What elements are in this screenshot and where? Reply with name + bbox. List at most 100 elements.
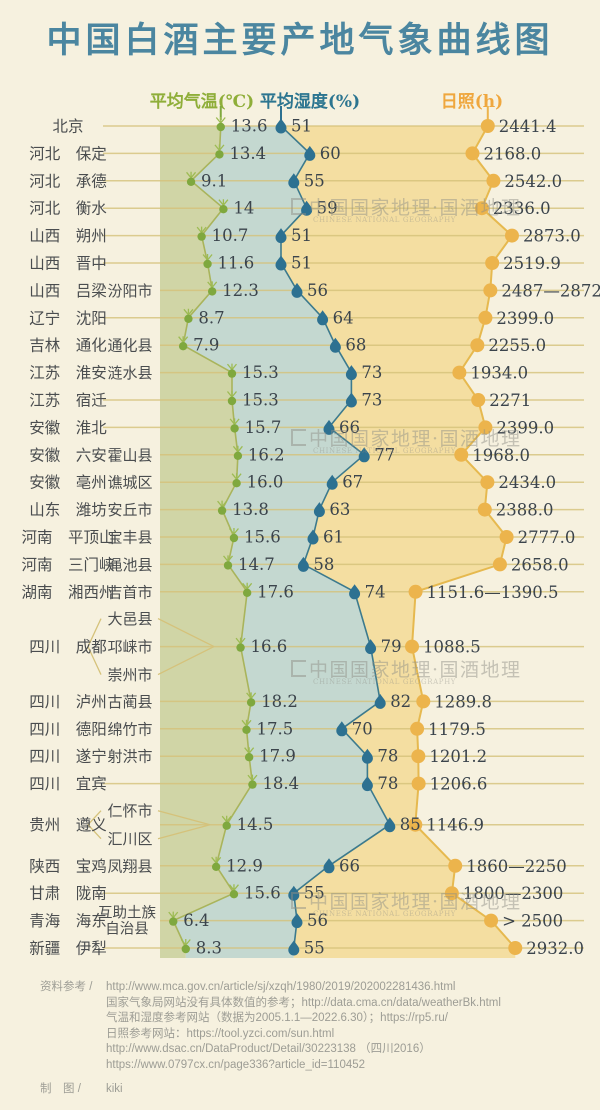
references-label: 资料参考 /	[40, 981, 93, 993]
watermark-subtext: CHINESE NATIONAL GEOGRAPHY	[313, 678, 457, 686]
humidity-point	[304, 145, 316, 161]
humidity-value: 74	[365, 582, 386, 601]
humidity-value: 70	[352, 719, 373, 738]
watermark-bracket-icon	[291, 660, 306, 677]
humidity-point	[323, 858, 335, 874]
humidity-value: 73	[361, 391, 382, 410]
sunshine-point	[448, 858, 463, 873]
sunshine-area	[281, 126, 516, 958]
sunshine-value: 1289.8	[434, 692, 492, 711]
sunshine-value: 1088.5	[423, 638, 481, 657]
sunshine-value: 2434.0	[498, 473, 556, 492]
watermark-bracket-icon	[291, 198, 306, 215]
county-label: 射洪市	[107, 748, 152, 766]
watermark: 中国国家地理·国酒地理 CHINESE NATIONAL GEOGRAPHY	[291, 887, 522, 918]
sunshine-value: 2388.0	[496, 501, 554, 520]
temperature-point	[244, 747, 255, 762]
sunshine-point	[444, 886, 459, 901]
county-bracket-line	[157, 646, 215, 676]
humidity-value: 56	[307, 911, 328, 930]
county-label: 互助土族	[98, 905, 156, 922]
reference-link: 国家气象局网站没有具体数值的参考；http://data.cma.cn/data…	[106, 996, 501, 1009]
sunshine-value: 1179.5	[428, 720, 486, 739]
temperature-point	[196, 226, 207, 241]
humidity-value: 66	[339, 418, 360, 437]
temperature-value: 6.4	[183, 911, 209, 930]
watermark-text: 中国国家地理·国酒地理	[309, 891, 522, 913]
legend-humidity-label: 平均湿度(%)	[259, 92, 361, 112]
row-label: 安徽 亳州	[29, 474, 107, 492]
temperature-value: 13.6	[231, 117, 268, 136]
county-bracket-line	[87, 618, 102, 647]
row-label: 四川 宜宾	[29, 775, 107, 793]
sunshine-value: 2519.9	[503, 254, 561, 273]
watermark: 中国国家地理·国酒地理 CHINESE NATIONAL GEOGRAPHY	[291, 193, 522, 224]
county-label: 安丘市	[107, 501, 152, 519]
humidity-value: 78	[377, 747, 398, 766]
sunshine-value: 2873.0	[523, 227, 581, 246]
county-label: 大邑县	[107, 610, 152, 628]
county-label: 渑池县	[107, 556, 152, 574]
county-label: 汇川区	[107, 830, 152, 848]
sunshine-point	[411, 776, 426, 791]
humidity-value: 55	[304, 939, 325, 958]
row-label: 四川 遂宁	[29, 748, 107, 766]
row-label: 辽宁 沈阳	[29, 309, 107, 327]
county-label: 霍山县	[107, 446, 152, 464]
sunshine-value: 1934.0	[470, 364, 528, 383]
row-label: 安徽 六安	[29, 446, 107, 464]
row-label: 河北 衡水	[29, 200, 107, 218]
temperature-point	[214, 144, 225, 159]
sunshine-point	[492, 557, 507, 572]
sunshine-point	[477, 502, 492, 517]
county-bracket-line	[157, 824, 211, 840]
reference-link: 日照参考网站：https://tool.yzci.com/sun.html	[106, 1027, 335, 1040]
temperature-value: 17.6	[257, 582, 294, 601]
temperature-value: 17.9	[259, 747, 296, 766]
watermark-subtext: CHINESE NATIONAL GEOGRAPHY	[313, 216, 457, 224]
legend-temperature-label: 平均气温(℃)	[149, 92, 255, 112]
county-label: 谯城区	[107, 474, 152, 492]
sunshine-point	[471, 393, 486, 407]
humidity-point	[361, 748, 373, 764]
temperature-value: 13.8	[232, 500, 269, 519]
sunshine-value: 2271	[489, 391, 531, 410]
humidity-value: 58	[313, 555, 334, 574]
row-label: 河北 保定	[29, 145, 107, 163]
sunshine-value: 1968.0	[472, 446, 530, 465]
sunshine-point	[408, 584, 423, 599]
sunshine-value: 2399.0	[496, 418, 554, 437]
county-label: 绵竹市	[107, 720, 152, 738]
row-label: 四川 成都	[29, 638, 107, 656]
temperature-curve	[172, 125, 254, 949]
row-label: 四川 德阳	[29, 720, 107, 738]
temperature-point	[211, 856, 222, 871]
sunshine-point	[416, 694, 431, 709]
county-bracket-line	[87, 824, 102, 840]
sunshine-value: 2658.0	[511, 555, 569, 574]
humidity-value: 82	[390, 692, 411, 711]
row-label: 吉林 通化	[29, 337, 107, 355]
humidity-point	[291, 282, 303, 298]
humidity-point	[323, 419, 335, 435]
sunshine-point	[485, 256, 500, 270]
county-label: 自治县	[105, 921, 149, 938]
temperature-value: 16.6	[251, 637, 288, 656]
temperature-point	[215, 117, 226, 132]
temperature-point	[228, 528, 239, 543]
county-label: 古蔺县	[107, 693, 152, 711]
humidity-value: 64	[333, 308, 354, 327]
temperature-value: 17.5	[257, 719, 294, 738]
row-label: 山东 潍坊	[29, 501, 107, 519]
humidity-value: 63	[329, 500, 350, 519]
humidity-point	[361, 776, 373, 792]
temperature-point	[178, 336, 189, 351]
humidity-point	[336, 721, 348, 737]
credit-label: 制 图 /	[40, 1083, 81, 1095]
county-label: 涟水县	[107, 364, 152, 382]
temperature-point	[202, 254, 213, 269]
humidity-point	[313, 502, 325, 518]
sunshine-point	[480, 475, 495, 490]
sunshine-curve	[410, 125, 517, 949]
